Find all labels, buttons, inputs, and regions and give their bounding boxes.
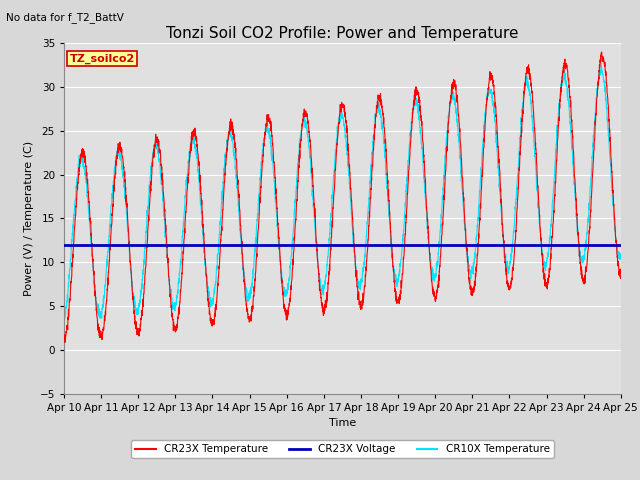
CR10X Temperature xyxy=(60,311,68,316)
CR10X Temperature xyxy=(274,223,282,229)
CR10X Temperature xyxy=(598,61,605,67)
CR23X Temperature xyxy=(298,127,306,133)
CR10X Temperature xyxy=(617,251,625,256)
CR23X Temperature xyxy=(157,159,164,165)
CR23X Voltage xyxy=(97,242,105,248)
Line: CR10X Temperature: CR10X Temperature xyxy=(64,64,621,318)
CR23X Temperature xyxy=(606,135,614,141)
CR23X Temperature xyxy=(60,334,68,339)
CR23X Temperature xyxy=(61,339,68,345)
Text: TZ_soilco2: TZ_soilco2 xyxy=(70,54,135,64)
Line: CR23X Temperature: CR23X Temperature xyxy=(64,52,621,342)
CR23X Temperature xyxy=(274,222,282,228)
CR10X Temperature xyxy=(546,236,554,241)
CR23X Temperature xyxy=(546,266,554,272)
CR23X Voltage xyxy=(60,242,68,248)
Legend: CR23X Temperature, CR23X Voltage, CR10X Temperature: CR23X Temperature, CR23X Voltage, CR10X … xyxy=(131,440,554,458)
CR10X Temperature xyxy=(298,120,306,126)
CR10X Temperature xyxy=(157,169,164,175)
CR10X Temperature xyxy=(96,315,104,321)
CR10X Temperature xyxy=(124,228,132,234)
CR23X Temperature xyxy=(124,219,132,225)
Y-axis label: Power (V) / Temperature (C): Power (V) / Temperature (C) xyxy=(24,141,34,296)
Title: Tonzi Soil CO2 Profile: Power and Temperature: Tonzi Soil CO2 Profile: Power and Temper… xyxy=(166,25,518,41)
CR23X Temperature xyxy=(598,49,605,55)
Text: No data for f_T2_BattV: No data for f_T2_BattV xyxy=(6,12,124,23)
CR10X Temperature xyxy=(606,159,614,165)
CR23X Temperature xyxy=(617,273,625,278)
X-axis label: Time: Time xyxy=(329,418,356,428)
